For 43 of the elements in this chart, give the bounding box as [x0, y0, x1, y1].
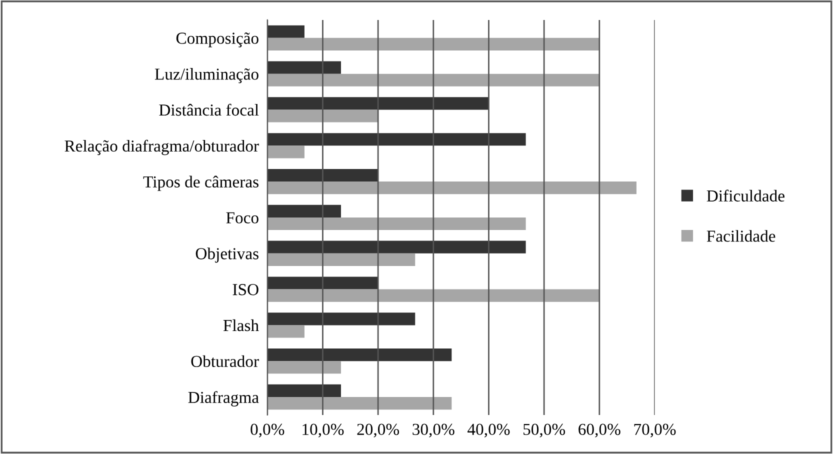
bar	[267, 204, 341, 218]
x-tick-label: 0,0%	[250, 424, 284, 438]
y-tick-label: Foco	[226, 212, 258, 224]
x-tick-label: 20,0%	[357, 424, 400, 438]
bar	[267, 25, 304, 38]
bar	[267, 276, 378, 290]
x-tick-label: 40,0%	[468, 424, 510, 438]
bar	[267, 168, 378, 182]
bar	[267, 348, 452, 362]
bar	[267, 312, 416, 326]
bar	[267, 133, 526, 146]
bar	[267, 182, 636, 194]
legend-label: Dificuldade	[706, 190, 784, 202]
bar	[267, 38, 600, 50]
y-tick-label: Luz/iluminação	[154, 68, 258, 84]
bar	[267, 361, 341, 374]
bar	[267, 289, 600, 302]
x-tick-label: 60,0%	[578, 424, 620, 438]
bar	[267, 146, 304, 158]
y-tick-label: Obturador	[191, 355, 259, 368]
y-tick-label: Composição	[176, 32, 258, 48]
x-tick-label: 50,0%	[524, 424, 566, 438]
y-tick-label: Flash	[223, 319, 259, 332]
bar	[267, 97, 489, 110]
bar	[267, 74, 600, 86]
x-tick-label: 70,0%	[634, 424, 676, 438]
bar	[267, 217, 526, 230]
bar	[267, 110, 378, 122]
y-tick-label: Diafragma	[188, 391, 259, 406]
bar	[267, 325, 304, 338]
bar	[267, 240, 526, 254]
bar	[267, 61, 341, 74]
x-tick-label: 10,0%	[302, 424, 344, 438]
x-tick-label: 30,0%	[412, 424, 454, 438]
bar	[267, 253, 416, 266]
y-tick-label: Objetivas	[196, 248, 258, 263]
y-tick-label: ISO	[232, 284, 258, 296]
legend-label: Facilidade	[706, 230, 776, 242]
bar	[267, 384, 341, 397]
bar	[267, 397, 452, 410]
y-tick-label: Tipos de câmeras	[143, 176, 258, 191]
y-tick-label: Relação diafragma/obturador	[64, 140, 259, 156]
y-tick-label: Distância focal	[159, 104, 259, 116]
